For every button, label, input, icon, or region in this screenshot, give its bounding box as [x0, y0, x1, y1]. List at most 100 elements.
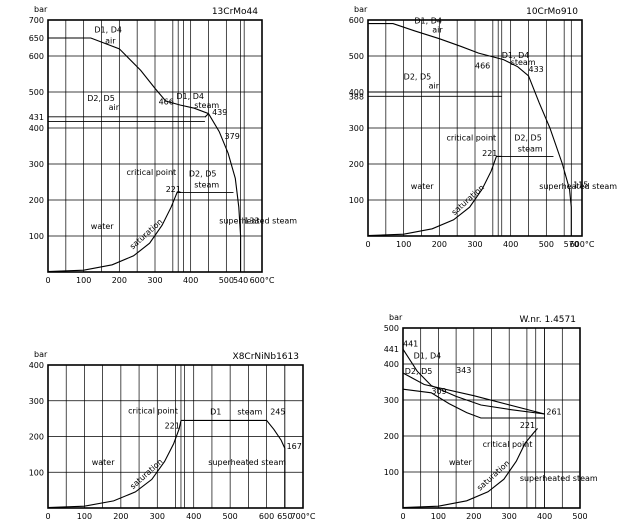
annotation-label: critical point — [126, 168, 176, 177]
chart-panel-3: X8CrNiNb1613 bar 0 100 200 300 400 500 600 650700… — [29, 350, 316, 521]
annotation-label: air — [109, 103, 120, 112]
saturation-curve — [367, 155, 502, 237]
y-tick-label: 400 — [349, 88, 364, 97]
annotation-label: 261 — [546, 407, 561, 416]
annotation-label: 115 — [573, 180, 588, 189]
annotation-label: water — [91, 222, 115, 231]
x-tick-label: 100 — [431, 512, 446, 521]
limit-curve — [181, 419, 286, 508]
x-tick-label: 200 — [432, 240, 447, 249]
x-tick-label: 200 — [112, 276, 127, 285]
x-tick-label: 500 — [223, 512, 238, 521]
y-tick-label: 388 — [349, 92, 364, 101]
annotation-label: D2, D5 — [87, 94, 115, 103]
x-tick-label: 600 — [259, 512, 274, 521]
x-tick-label: 540 — [233, 276, 248, 285]
x-tick-label: 300 — [467, 240, 482, 249]
y-tick-label: 500 — [349, 52, 364, 61]
y-axis-label: bar — [34, 350, 48, 359]
plot-frame — [367, 19, 583, 237]
saturation-label: saturation — [128, 457, 164, 491]
annotation-label: air — [432, 26, 443, 35]
x-tick-label: 300 — [150, 512, 165, 521]
y-tick-label: 200 — [29, 433, 44, 442]
annotation-label: D1 — [210, 407, 221, 416]
y-tick-label: 200 — [384, 432, 399, 441]
x-tick-label: 100 — [76, 276, 91, 285]
annotation-label: D2, D5 — [405, 367, 433, 376]
annotation-label: D1, D4 — [94, 26, 122, 35]
x-tick-label: 300 — [147, 276, 162, 285]
x-tick-label: 600°C — [250, 276, 275, 285]
y-tick-label: 650 — [29, 34, 44, 43]
x-tick-label: 0 — [365, 240, 370, 249]
x-tick-label: 650 — [277, 512, 292, 521]
annotation-label: 439 — [212, 108, 227, 117]
x-tick-label: 100 — [396, 240, 411, 249]
annotation-label: 441 — [403, 340, 418, 349]
saturation-curve — [402, 428, 538, 509]
y-tick-label: 441 — [384, 345, 399, 354]
y-tick-label: 200 — [349, 160, 364, 169]
annotation-label: steam — [194, 101, 219, 110]
x-tick-label: 500 — [219, 276, 234, 285]
y-tick-label: 600 — [349, 16, 364, 25]
annotation-label: 221 — [165, 422, 180, 431]
annotation-label: air — [105, 36, 116, 45]
saturation-curve — [47, 420, 182, 509]
y-tick-label: 200 — [29, 196, 44, 205]
y-axis-label: bar — [389, 313, 403, 322]
x-tick-label: 600°C — [570, 240, 595, 249]
annotation-label: superheated steam — [208, 458, 286, 467]
annotation-label: water — [92, 458, 116, 467]
y-tick-label: 431 — [29, 113, 44, 122]
x-tick-label: 0 — [45, 512, 50, 521]
annotation-label: D2, D5 — [514, 134, 542, 143]
annotation-label: superheated steam — [520, 474, 598, 483]
x-tick-label: 500 — [572, 512, 587, 521]
annotation-label: D1, D4 — [176, 92, 204, 101]
y-tick-label: 500 — [29, 88, 44, 97]
chart-title: 13CrMo44 — [212, 7, 258, 17]
annotation-label: 466 — [475, 62, 490, 71]
y-tick-label: 100 — [384, 468, 399, 477]
limit-curve — [402, 388, 545, 419]
y-axis-label: bar — [354, 5, 368, 14]
limit-curve — [402, 348, 545, 415]
annotation-label: critical point — [128, 406, 178, 415]
y-tick-label: 600 — [29, 52, 44, 61]
annotation-label: D2, D5 — [189, 170, 217, 179]
y-tick-label: 300 — [29, 160, 44, 169]
plot-frame — [47, 364, 304, 509]
annotation-label: critical point — [446, 134, 496, 143]
annotation-label: air — [429, 81, 440, 90]
annotation-label: water — [449, 458, 473, 467]
x-tick-label: 700°C — [291, 512, 316, 521]
x-tick-label: 400 — [537, 512, 552, 521]
annotation-label: D2, D5 — [404, 72, 432, 81]
y-tick-label: 100 — [29, 232, 44, 241]
limit-curve — [402, 372, 545, 415]
limit-curve — [368, 23, 572, 236]
annotation-label: steam — [511, 58, 536, 67]
annotation-label: 466 — [159, 98, 174, 107]
annotation-label: 433 — [529, 65, 544, 74]
x-tick-label: 300 — [502, 512, 517, 521]
annotation-label: water — [411, 182, 435, 191]
limit-curve — [204, 113, 209, 118]
annotation-label: 221 — [166, 185, 181, 194]
annotation-label: D1, D4 — [414, 17, 442, 26]
x-tick-label: 500 — [539, 240, 554, 249]
annotation-label: 343 — [456, 366, 471, 375]
x-tick-label: 200 — [113, 512, 128, 521]
y-axis-label: bar — [34, 5, 48, 14]
limit-curve — [48, 37, 242, 272]
x-tick-label: 0 — [45, 276, 50, 285]
x-tick-label: 100 — [77, 512, 92, 521]
plot-frame — [47, 19, 263, 273]
plot-frame — [402, 327, 581, 509]
annotation-label: superheated steam — [219, 216, 297, 225]
chart-title: X8CrNiNb1613 — [233, 352, 299, 362]
y-tick-label: 400 — [384, 360, 399, 369]
